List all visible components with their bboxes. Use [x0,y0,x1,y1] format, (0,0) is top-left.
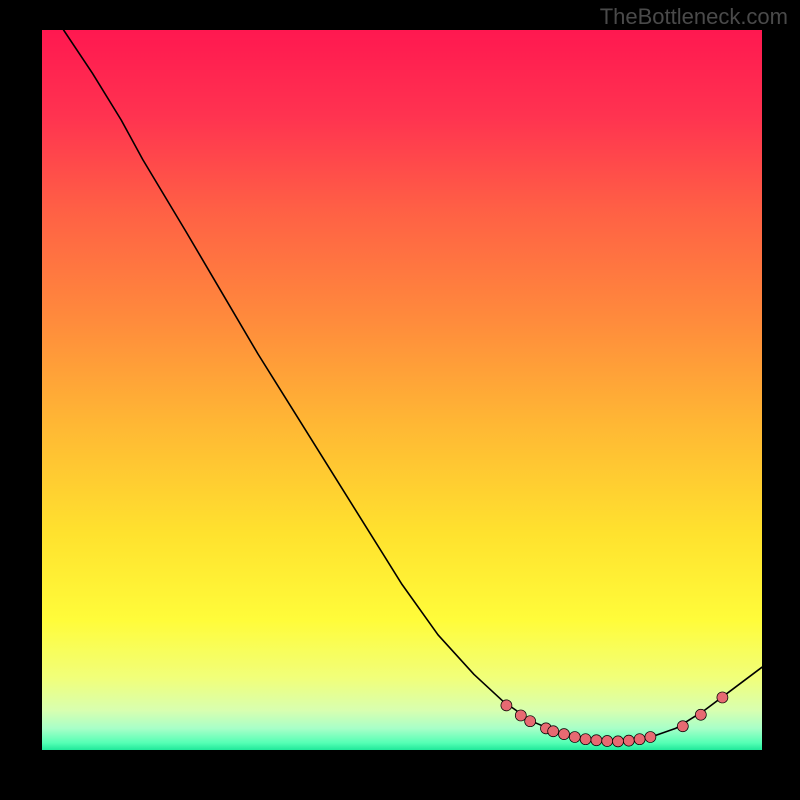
curve-layer [42,30,762,750]
data-marker [602,736,613,747]
data-marker [501,700,512,711]
data-marker [623,735,634,746]
data-marker [525,716,536,727]
data-marker [634,734,645,745]
data-marker [591,735,602,746]
data-marker [645,732,656,743]
data-marker [548,726,559,737]
data-marker [695,709,706,720]
bottleneck-curve [64,30,762,741]
data-marker [580,734,591,745]
data-marker [677,721,688,732]
data-marker [613,736,624,747]
watermark-text: TheBottleneck.com [600,4,788,30]
plot-area [42,30,762,750]
data-marker [559,729,570,740]
data-marker [569,732,580,743]
data-marker [717,692,728,703]
chart-container: TheBottleneck.com [0,0,800,800]
